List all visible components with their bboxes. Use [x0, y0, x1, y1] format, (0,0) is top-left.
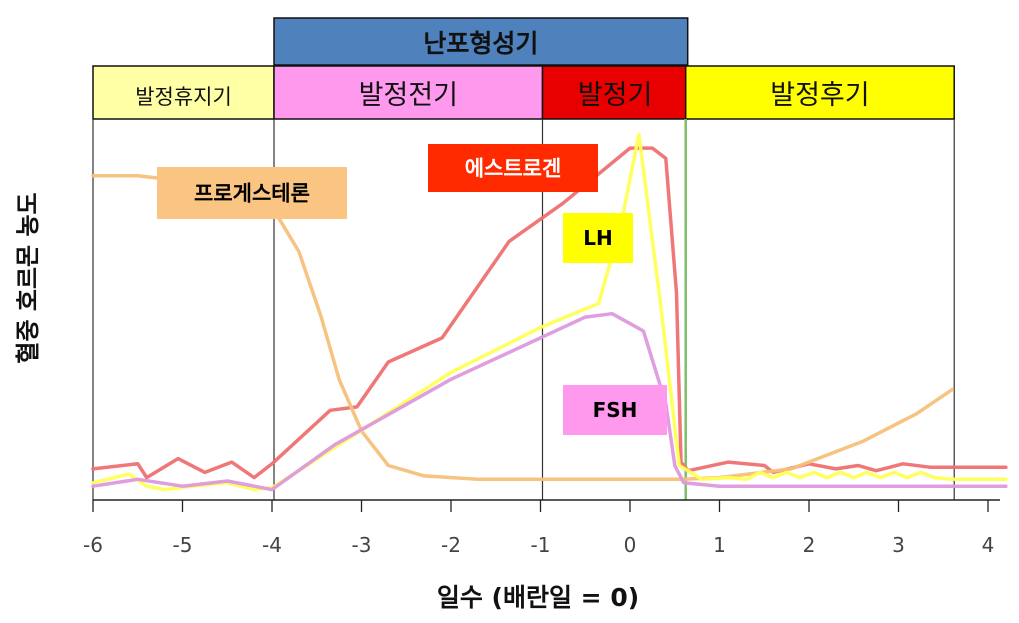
- phase-label: 발정휴지기: [135, 85, 232, 109]
- series-label: LH: [583, 226, 612, 250]
- phase-box: [92, 65, 275, 120]
- x-tick-label: 2: [803, 533, 816, 557]
- series-label-box: [428, 144, 598, 192]
- series-line: [91, 311, 1008, 492]
- series-layer: [91, 132, 1008, 492]
- series-line: [91, 173, 954, 482]
- x-tick-label: -3: [352, 533, 372, 557]
- series-label: 프로게스테론: [194, 182, 310, 206]
- phase-label: 발정후기: [770, 80, 869, 111]
- x-tick-label: 3: [892, 533, 905, 557]
- x-tick-label: -2: [441, 533, 461, 557]
- top-band: [273, 17, 689, 66]
- phase-label: 발정기: [578, 80, 653, 111]
- y-axis-label: 혈중 호르몬 농도: [14, 192, 42, 363]
- series-label: 에스트로겐: [465, 157, 562, 181]
- x-tick-label: -6: [83, 533, 103, 557]
- x-tick-label: -1: [531, 533, 551, 557]
- top-band-label: 난포형성기: [423, 29, 538, 58]
- series-line: [91, 132, 1008, 492]
- axis-layer: -6 -5 -4 -3 -2 -1 0 1 2 3 4: [83, 499, 1000, 557]
- phase-label: 발정전기: [359, 80, 458, 111]
- series-label: FSH: [593, 398, 638, 422]
- series-label-box: [157, 167, 347, 219]
- x-tick-label: -4: [262, 533, 282, 557]
- phase-box: [684, 65, 955, 120]
- x-tick-label: 4: [982, 533, 995, 557]
- x-tick-label: 0: [624, 533, 637, 557]
- series-label-box: [563, 213, 633, 263]
- phase-box: [273, 65, 544, 120]
- series-label-box: [563, 385, 667, 435]
- x-tick-label: 1: [713, 533, 726, 557]
- x-tick-label: -5: [173, 533, 193, 557]
- x-axis-label: 일수 (배란일 = 0): [437, 583, 639, 612]
